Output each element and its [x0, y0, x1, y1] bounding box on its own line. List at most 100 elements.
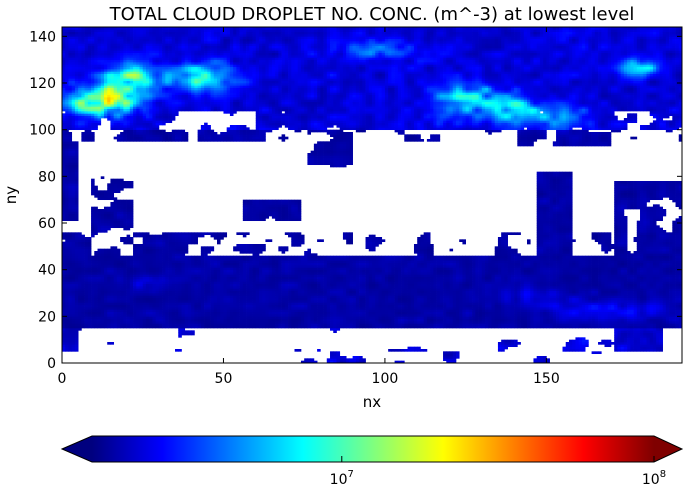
heatmap-cell: [229, 323, 234, 327]
heatmap-cell: [504, 300, 508, 303]
heatmap-cell: [601, 276, 605, 280]
heatmap-cell: [623, 339, 628, 343]
heatmap-cell: [394, 309, 399, 313]
heatmap-cell: [462, 323, 466, 327]
heatmap-cell: [123, 300, 127, 303]
heatmap-cell: [74, 325, 79, 329]
heatmap-cell: [413, 311, 418, 315]
heatmap-cell: [530, 283, 534, 287]
heatmap-cell: [598, 295, 602, 299]
heatmap-cell: [294, 349, 299, 352]
heatmap-cell: [330, 323, 334, 327]
heatmap-cell: [585, 339, 589, 343]
heatmap-cell: [281, 297, 286, 301]
heatmap-cell: [517, 311, 521, 315]
heatmap-cell: [623, 283, 628, 287]
heatmap-cell: [585, 279, 589, 282]
heatmap-cell: [194, 325, 198, 329]
heatmap-cell: [71, 281, 76, 285]
heatmap-cell: [123, 302, 127, 306]
heatmap-cell: [162, 302, 166, 306]
heatmap-cell: [336, 360, 341, 363]
heatmap-cell: [384, 309, 389, 313]
heatmap-cell: [375, 297, 379, 301]
heatmap-cell: [181, 332, 186, 336]
heatmap-cell: [239, 325, 244, 329]
heatmap-cell: [640, 325, 644, 329]
heatmap-cell: [155, 288, 160, 292]
heatmap-cell: [84, 309, 89, 313]
heatmap-cell: [426, 286, 431, 289]
heatmap-cell: [165, 276, 169, 280]
heatmap-cell: [229, 281, 234, 285]
heatmap-cell: [346, 309, 350, 313]
heatmap-cell: [436, 274, 441, 278]
heatmap-cell: [310, 272, 315, 275]
heatmap-cell: [142, 276, 147, 280]
heatmap-cell: [304, 276, 308, 280]
heatmap-cell: [549, 309, 554, 313]
heatmap-cell: [200, 321, 205, 324]
heatmap-cell: [62, 335, 66, 338]
heatmap-cell: [630, 325, 634, 329]
heatmap-cell: [423, 279, 428, 282]
heatmap-cell: [349, 293, 353, 296]
heatmap-cell: [200, 281, 205, 285]
heatmap-cell: [404, 307, 408, 310]
heatmap-cell: [397, 311, 402, 315]
heatmap-cell: [565, 286, 570, 289]
heatmap-cell: [640, 300, 644, 303]
heatmap-cell: [669, 311, 673, 315]
heatmap-cell: [233, 272, 237, 275]
heatmap-cell: [197, 274, 202, 278]
heatmap-cell: [336, 318, 341, 322]
heatmap-cell: [649, 316, 654, 320]
heatmap-cell: [578, 279, 583, 282]
heatmap-cell: [610, 325, 615, 329]
heatmap-cell: [120, 279, 124, 282]
heatmap-cell: [646, 328, 651, 331]
heatmap-cell: [103, 274, 108, 278]
heatmap-cell: [307, 276, 311, 280]
heatmap-cell: [320, 286, 324, 289]
heatmap-cell: [549, 276, 554, 280]
heatmap-cell: [585, 302, 589, 306]
heatmap-cell: [585, 344, 589, 348]
heatmap-cell: [533, 302, 538, 306]
heatmap-cell: [594, 309, 599, 313]
heatmap-cell: [246, 286, 250, 289]
heatmap-cell: [213, 307, 218, 310]
heatmap-cell: [510, 283, 515, 287]
heatmap-cell: [407, 314, 412, 317]
heatmap-cell: [472, 321, 476, 324]
heatmap-cell: [200, 293, 205, 296]
heatmap-cell: [268, 293, 273, 296]
heatmap-cell: [65, 311, 69, 315]
heatmap-cell: [581, 279, 586, 282]
heatmap-cell: [71, 290, 76, 294]
heatmap-cell: [594, 295, 599, 299]
heatmap-cell: [630, 290, 634, 294]
heatmap-cell: [91, 297, 95, 301]
heatmap-cell: [155, 290, 160, 294]
heatmap-cell: [368, 316, 373, 320]
heatmap-cell: [74, 311, 79, 315]
heatmap-cell: [617, 323, 621, 327]
heatmap-cell: [601, 342, 605, 345]
heatmap-cell: [268, 297, 273, 301]
heatmap-cell: [68, 302, 73, 306]
heatmap-cell: [662, 318, 667, 322]
heatmap-cell: [501, 288, 505, 292]
heatmap-cell: [213, 304, 218, 308]
heatmap-cell: [242, 323, 247, 327]
heatmap-cell: [640, 304, 644, 308]
heatmap-cell: [656, 293, 660, 296]
heatmap-cell: [158, 281, 163, 285]
heatmap-cell: [291, 325, 295, 329]
heatmap-cell: [62, 302, 66, 306]
heatmap-cell: [288, 283, 292, 287]
heatmap-cell: [336, 290, 341, 294]
heatmap-cell: [103, 309, 108, 313]
heatmap-cell: [333, 321, 337, 324]
heatmap-cell: [200, 309, 205, 313]
